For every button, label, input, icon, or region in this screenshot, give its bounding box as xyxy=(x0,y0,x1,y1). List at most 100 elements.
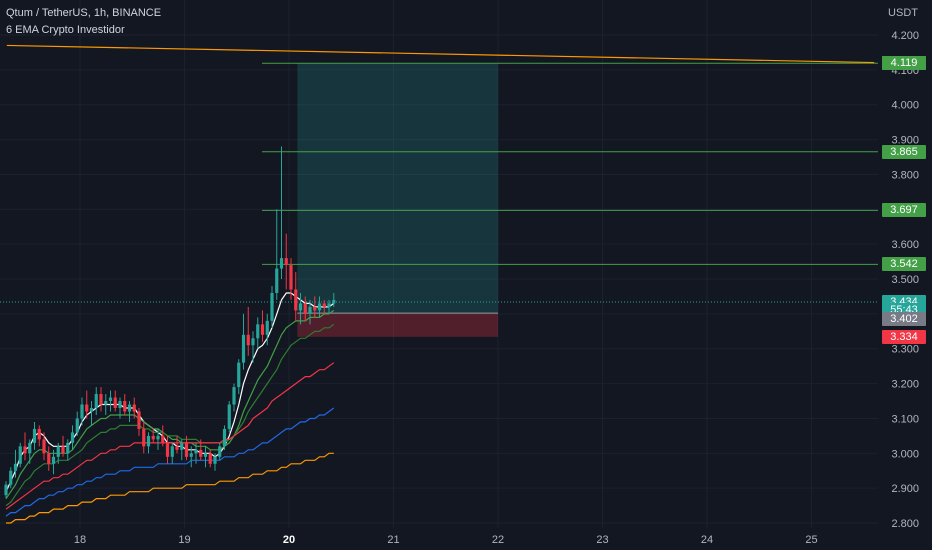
y-tick-label: 3.000 xyxy=(891,448,919,460)
candle-body xyxy=(89,408,94,412)
candle-body xyxy=(132,404,136,412)
candle-body xyxy=(170,446,174,457)
x-tick-label: 19 xyxy=(178,534,190,546)
candle-body xyxy=(42,439,46,454)
candle-body xyxy=(279,258,284,269)
candle-body xyxy=(222,428,227,447)
y-tick-label: 3.300 xyxy=(891,344,919,356)
candle-body xyxy=(180,442,184,450)
ema-line xyxy=(5,362,335,510)
price-badge: 3.334 xyxy=(882,329,926,344)
stop-zone xyxy=(297,313,498,337)
candle-body xyxy=(203,453,208,457)
candle-body xyxy=(161,435,165,443)
price-badge: 3.865 xyxy=(882,144,926,159)
candle-body xyxy=(289,265,293,290)
y-tick-label: 2.800 xyxy=(891,518,919,530)
candle-body xyxy=(80,404,84,419)
y-tick-label: 4.000 xyxy=(891,100,919,112)
ema-line xyxy=(5,323,335,507)
candle-body xyxy=(137,411,141,429)
candle-body xyxy=(275,268,279,293)
candle-body xyxy=(37,428,41,440)
y-tick-label: 4.200 xyxy=(891,30,919,42)
currency-label: USDT xyxy=(888,7,918,19)
candle-body xyxy=(18,446,22,464)
candle-body xyxy=(85,404,89,412)
candle-body xyxy=(66,442,70,454)
candle-body xyxy=(194,449,198,454)
candle-body xyxy=(13,463,18,471)
candle-body xyxy=(313,306,317,311)
y-tick-label: 3.600 xyxy=(891,239,919,251)
candle-body xyxy=(70,432,75,443)
candle-body xyxy=(199,449,203,457)
y-tick-label: 2.900 xyxy=(891,483,919,495)
candle-body xyxy=(327,303,331,307)
candle-body xyxy=(189,453,193,457)
candle-body xyxy=(165,442,170,457)
candle-body xyxy=(298,303,303,311)
price-badge: 3.542 xyxy=(882,257,926,272)
candle-body xyxy=(246,334,250,346)
candle-body xyxy=(123,401,127,412)
candle-body xyxy=(260,324,265,335)
candle-body xyxy=(213,456,217,464)
candle-body xyxy=(4,484,8,496)
candle-body xyxy=(127,404,132,412)
x-tick-label: 20 xyxy=(283,534,295,546)
candle-body xyxy=(23,446,27,454)
candle-body xyxy=(61,446,65,454)
candle-body xyxy=(265,320,269,335)
profit-zone xyxy=(297,63,498,314)
ema-line xyxy=(5,407,335,517)
candle-body xyxy=(94,394,98,409)
trendline xyxy=(6,44,875,64)
candle-body xyxy=(208,453,212,464)
candle-body xyxy=(151,435,155,440)
x-tick-label: 22 xyxy=(492,534,504,546)
candle-body xyxy=(142,428,146,447)
candle-body xyxy=(56,446,60,457)
candle-body xyxy=(99,394,103,405)
x-tick-label: 25 xyxy=(805,534,817,546)
candle-body xyxy=(322,303,326,307)
y-tick-label: 3.800 xyxy=(891,169,919,181)
candle-body xyxy=(251,338,255,346)
candle-body xyxy=(175,446,179,450)
candle-body xyxy=(256,324,260,339)
candle-body xyxy=(28,442,32,454)
x-tick-label: 18 xyxy=(74,534,86,546)
ema-line xyxy=(6,452,334,524)
candle-body xyxy=(308,306,312,314)
candle-body xyxy=(237,362,241,388)
y-tick-label: 3.100 xyxy=(891,413,919,425)
candle-body xyxy=(227,404,231,429)
candle-body xyxy=(113,397,117,409)
price-badge: 4.119 xyxy=(882,56,926,71)
candle-body xyxy=(51,456,56,464)
candle-body xyxy=(75,418,79,433)
candle-body xyxy=(284,258,288,266)
symbol-title[interactable]: Qtum / TetherUS, 1h, BINANCE xyxy=(6,7,162,19)
candle-body xyxy=(332,299,336,304)
x-tick-label: 21 xyxy=(387,534,399,546)
candle-body xyxy=(303,303,307,314)
x-tick-label: 24 xyxy=(701,534,713,546)
candle-body xyxy=(232,387,236,405)
ema-line xyxy=(5,309,335,499)
y-tick-label: 3.500 xyxy=(891,274,919,286)
candle-body xyxy=(317,303,322,311)
candle-body xyxy=(47,453,51,464)
candle-body xyxy=(146,435,151,447)
candle-body xyxy=(104,401,108,405)
candle-body xyxy=(270,292,274,321)
candle-body xyxy=(294,289,298,311)
candle-body xyxy=(241,334,246,363)
candle-body xyxy=(9,470,13,485)
y-tick-label: 3.900 xyxy=(891,135,919,147)
price-badge: 3.402 xyxy=(882,312,926,327)
price-badge: 3.697 xyxy=(882,203,926,218)
indicator-title[interactable]: 6 EMA Crypto Investidor xyxy=(6,24,125,36)
